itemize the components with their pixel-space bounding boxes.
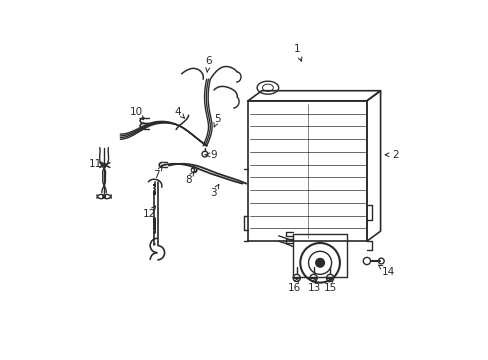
Text: 7: 7 <box>153 166 162 180</box>
Text: 6: 6 <box>205 56 211 72</box>
Text: 5: 5 <box>214 114 221 127</box>
Text: 11: 11 <box>88 159 105 169</box>
Text: 14: 14 <box>378 265 394 277</box>
Text: 12: 12 <box>142 206 155 219</box>
Text: 3: 3 <box>210 184 218 198</box>
Text: 1: 1 <box>293 44 301 61</box>
Text: 13: 13 <box>307 278 321 293</box>
Text: 2: 2 <box>385 150 398 160</box>
Text: 4: 4 <box>174 107 184 118</box>
Text: 15: 15 <box>324 278 337 293</box>
Text: 9: 9 <box>204 150 217 160</box>
Text: 10: 10 <box>130 107 143 120</box>
Circle shape <box>315 258 324 267</box>
Text: 8: 8 <box>185 172 193 185</box>
Text: 16: 16 <box>288 278 301 293</box>
